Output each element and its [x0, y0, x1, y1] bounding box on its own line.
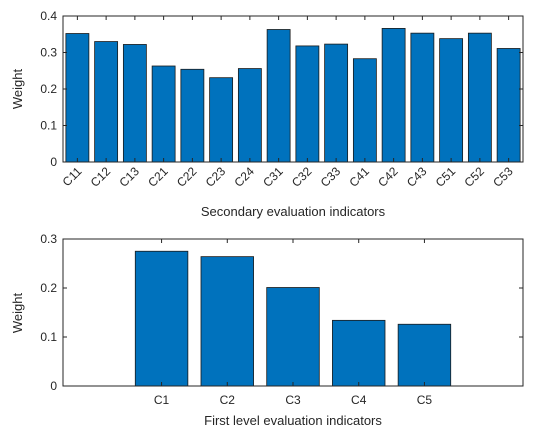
bar-c31: [266, 29, 291, 163]
x-tick-label-c22: C22: [174, 164, 200, 190]
y-tick-label: 0.2: [40, 281, 57, 295]
x-tick-label-c42: C42: [375, 164, 401, 190]
y-tick-label: 0.3: [40, 232, 57, 246]
x-tick-label-c53: C53: [490, 164, 516, 190]
x-tick-label-c32: C32: [289, 164, 315, 190]
bar-c2: [200, 256, 254, 387]
bar-c4: [332, 319, 386, 387]
bar-c53: [496, 48, 521, 163]
bar-c23: [209, 77, 234, 163]
chart-secondary-indicators: Secondary evaluation indicators Weight 0…: [10, 9, 524, 219]
x-tick-label-c51: C51: [433, 164, 459, 190]
bar-c24: [237, 68, 262, 163]
y-tick-label: 0.3: [40, 46, 57, 60]
y-tick-label: 0: [50, 379, 57, 393]
x-tick-label-c41: C41: [347, 164, 373, 190]
bar-c43: [410, 32, 435, 163]
bar-c33: [324, 43, 349, 163]
chart-first-level-indicators: First level evaluation indicators Weight…: [10, 232, 524, 428]
bar-c42: [381, 28, 406, 163]
y-tick-label: 0: [50, 155, 57, 169]
x-tick-label-c33: C33: [318, 164, 344, 190]
x-tick-label-c11: C11: [60, 164, 85, 189]
x-tick-label-c1: C1: [154, 393, 170, 407]
bar-c32: [295, 45, 320, 163]
y-tick-label: 0.4: [40, 9, 57, 23]
bar-c11: [65, 33, 90, 163]
x-tick-label-c21: C21: [145, 164, 171, 190]
bar-c5: [397, 323, 452, 387]
x-tick-label-c5: C5: [417, 393, 433, 407]
bar-c13: [122, 44, 147, 163]
x-tick-label-c2: C2: [220, 393, 236, 407]
bar-c1: [134, 250, 189, 387]
x-tick-label-c43: C43: [404, 164, 430, 190]
y-tick-label: 0.1: [40, 330, 57, 344]
y-tick-label: 0.1: [40, 119, 57, 133]
x-tick-label-c3: C3: [285, 393, 301, 407]
y-tick-label: 0.2: [40, 82, 57, 96]
bar-c51: [439, 38, 464, 163]
bar-c52: [467, 32, 492, 163]
x-axis-label: Secondary evaluation indicators: [201, 204, 386, 219]
x-tick-label-c23: C23: [203, 164, 229, 190]
bar-c21: [151, 65, 176, 163]
x-tick-label-c31: C31: [260, 164, 286, 190]
x-tick-label-c52: C52: [462, 164, 488, 190]
y-axis-label: Weight: [10, 293, 25, 334]
bar-c22: [180, 68, 205, 163]
bar-c41: [352, 58, 377, 163]
y-axis-label: Weight: [10, 69, 25, 110]
bar-c12: [94, 41, 119, 163]
x-axis-label: First level evaluation indicators: [204, 413, 382, 428]
x-tick-label-c13: C13: [117, 164, 143, 190]
x-tick-label-c24: C24: [232, 164, 258, 190]
x-tick-label-c12: C12: [88, 164, 114, 190]
bar-c3: [266, 287, 320, 387]
x-tick-label-c4: C4: [351, 393, 367, 407]
